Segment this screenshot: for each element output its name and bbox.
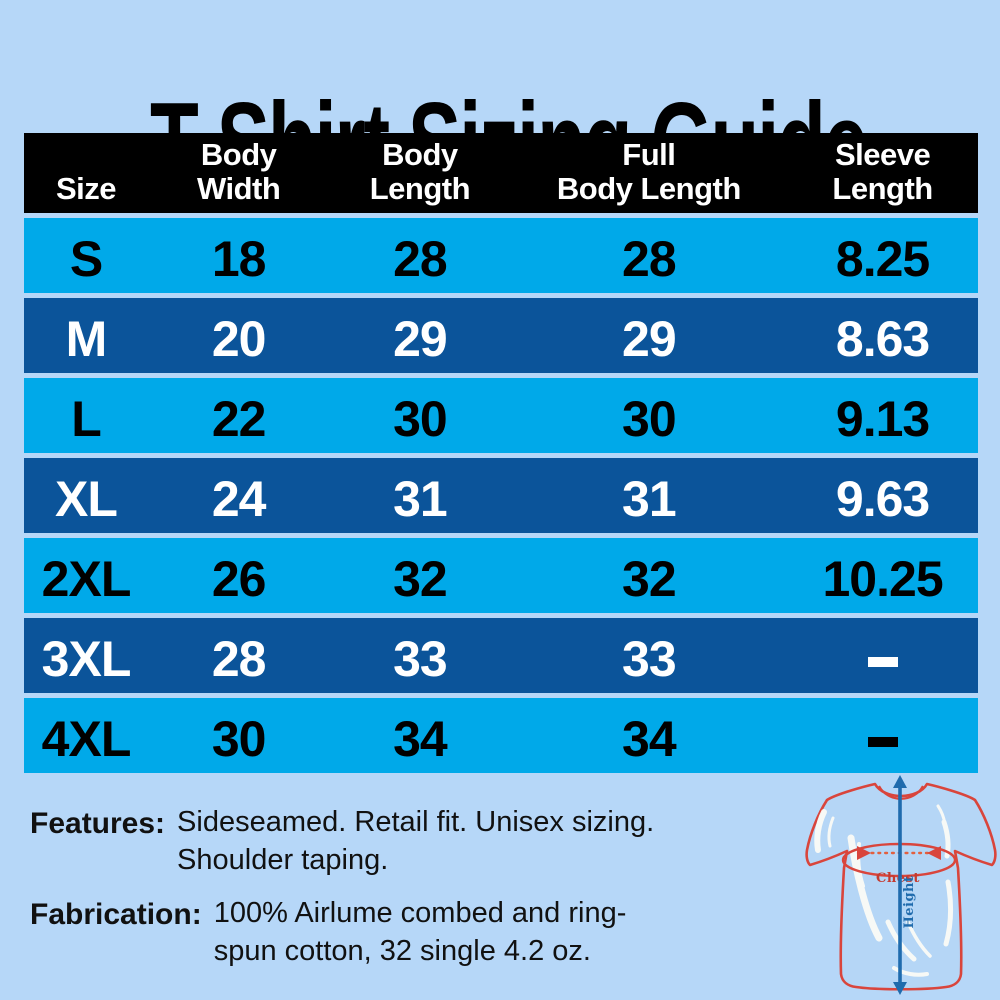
table-cell: 34 xyxy=(622,710,677,767)
table-header-row: Size Body Width Body Length Full Body Lengt… xyxy=(24,133,978,213)
height-label: Height xyxy=(902,875,917,928)
table-cell: 34 xyxy=(393,710,448,767)
table-cell: XL xyxy=(55,470,118,527)
table-cell: 10.25 xyxy=(822,550,944,607)
table-cell: 33 xyxy=(393,630,448,687)
table-row: 4XL 30 34 34 xyxy=(24,698,978,773)
column-header: Sleeve Length xyxy=(832,136,933,206)
table-row: 3XL 28 33 33 xyxy=(24,618,978,693)
table-cell: 20 xyxy=(211,310,267,367)
table-cell: 31 xyxy=(393,470,448,527)
features-note: Features: Sideseamed. Retail fit. Unisex… xyxy=(30,804,805,879)
table-cell: 28 xyxy=(622,230,677,287)
table-cell: 3XL xyxy=(41,630,132,687)
table-cell: 28 xyxy=(211,630,267,687)
table-row: 2XL 26 32 32 10.25 xyxy=(24,538,978,613)
size-table: Size Body Width Body Length Full Body Lengt… xyxy=(24,133,978,773)
table-row: M 20 29 29 8.63 xyxy=(24,298,978,373)
column-header: Full Body Length xyxy=(556,136,741,206)
table-cell: L xyxy=(71,390,102,447)
chest-label: Chest xyxy=(876,871,920,886)
column-header: Body Width xyxy=(196,136,281,206)
notes-section: Features: Sideseamed. Retail fit. Unisex… xyxy=(30,804,805,987)
table-row: S 18 28 28 8.25 xyxy=(24,218,978,293)
chest-arrow-right-icon xyxy=(927,846,941,860)
table-row: XL 24 31 31 9.63 xyxy=(24,458,978,533)
fabrication-note: Fabrication: 100% Airlume combed and rin… xyxy=(30,895,805,970)
chest-arrow-left-icon xyxy=(857,846,871,860)
table-cell: 30 xyxy=(211,710,267,767)
height-arrow-bottom-icon xyxy=(893,982,907,995)
height-arrow-top-icon xyxy=(893,775,907,788)
table-cell: 33 xyxy=(622,630,677,687)
column-header: Body Length xyxy=(369,136,471,206)
table-cell: 18 xyxy=(211,230,267,287)
table-body: S 18 28 28 8.25 M 20 29 29 8.63 L 22 30 30 9.13 XL 24 31 3… xyxy=(24,218,978,773)
table-cell: M xyxy=(65,310,108,367)
table-cell: 24 xyxy=(211,470,267,527)
table-cell xyxy=(787,628,978,684)
table-cell: 4XL xyxy=(41,710,132,767)
table-cell: 28 xyxy=(393,230,448,287)
table-cell: 9.13 xyxy=(835,390,930,447)
table-cell: 8.63 xyxy=(835,310,930,367)
table-cell xyxy=(787,708,978,764)
table-cell: 2XL xyxy=(41,550,132,607)
table-row: L 22 30 30 9.13 xyxy=(24,378,978,453)
table-cell: 29 xyxy=(393,310,448,367)
fabrication-text: 100% Airlume combed and ring- spun cotto… xyxy=(213,897,627,968)
dash-icon xyxy=(867,737,898,748)
table-cell: 22 xyxy=(211,390,267,447)
table-cell: 9.63 xyxy=(835,470,930,527)
table-cell: 8.25 xyxy=(835,230,930,287)
tshirt-measurement-diagram: Chest Height xyxy=(805,775,997,995)
table-cell: 30 xyxy=(622,390,677,447)
features-label: Features: xyxy=(30,807,166,840)
table-cell: 26 xyxy=(211,550,267,607)
table-cell: 32 xyxy=(622,550,677,607)
fabrication-label: Fabrication: xyxy=(30,898,202,932)
dash-icon xyxy=(867,657,898,668)
features-text: Sideseamed. Retail fit. Unisex sizing. S… xyxy=(177,806,655,876)
table-cell: S xyxy=(69,230,103,287)
table-cell: 32 xyxy=(393,550,448,607)
column-header: Size xyxy=(55,170,117,206)
table-cell: 30 xyxy=(393,390,448,447)
table-cell: 31 xyxy=(622,470,677,527)
table-cell: 29 xyxy=(622,310,677,367)
